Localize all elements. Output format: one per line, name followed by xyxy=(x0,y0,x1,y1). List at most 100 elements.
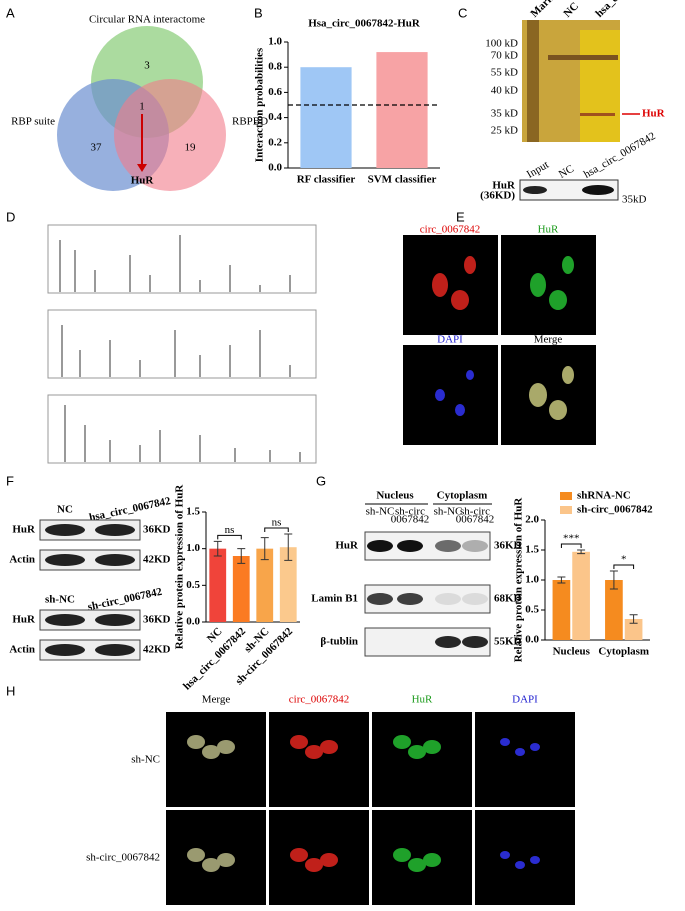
row-label: Actin xyxy=(9,554,35,566)
gel: Marker NC hsa_circ_0067842 100 kD 70 kD … xyxy=(480,0,666,206)
blot-band xyxy=(435,593,461,605)
blot-band xyxy=(462,636,488,648)
cell xyxy=(423,853,441,867)
cell xyxy=(320,853,338,867)
bar xyxy=(624,619,643,640)
bar xyxy=(209,548,227,622)
image xyxy=(501,235,596,335)
blot-band xyxy=(45,614,85,626)
cell xyxy=(202,858,220,872)
y-tick-label: 0.2 xyxy=(268,136,282,148)
cell xyxy=(187,848,205,862)
bar xyxy=(232,556,250,622)
blot-band xyxy=(523,186,547,194)
blot-band xyxy=(367,540,393,552)
venn-count: 37 xyxy=(91,142,103,154)
blot-g: Nucleus Cytoplasm xyxy=(365,490,492,505)
bar xyxy=(552,580,571,640)
y-tick-label: 0.0 xyxy=(268,162,282,174)
chart-title: Hsa_circ_0067842-HuR xyxy=(308,18,421,30)
blot-band xyxy=(95,524,135,536)
image xyxy=(475,712,575,807)
image xyxy=(403,235,498,335)
if-grid: Merge circ_0067842 HuR DAPI sh-NC sh-circ_006… xyxy=(86,694,575,905)
cell xyxy=(187,735,205,749)
y-tick-label: 0.5 xyxy=(525,604,539,616)
row-label: sh-circ_0067842 xyxy=(86,852,160,864)
venn-label: Circular RNA interactome xyxy=(89,14,205,26)
cell xyxy=(305,858,323,872)
row-label: sh-NC xyxy=(131,754,160,766)
channel-label: DAPI xyxy=(437,334,463,346)
row-label: HuR xyxy=(12,614,36,626)
cell xyxy=(202,745,220,759)
blot-band xyxy=(582,185,614,195)
spectrum-frame xyxy=(47,224,317,294)
ladder-label: 55 kD xyxy=(491,67,518,79)
cell xyxy=(500,851,510,859)
row-label: (36KD) xyxy=(480,190,515,202)
group-label: Cytoplasm xyxy=(437,490,488,502)
lane-label: sh-NC xyxy=(45,594,75,606)
column-label: circ_0067842 xyxy=(289,694,349,706)
y-tick-label: 1.0 xyxy=(268,36,282,48)
size-label: 42KD xyxy=(143,554,171,566)
target-label: HuR xyxy=(131,175,155,187)
channel-label: Merge xyxy=(534,334,563,346)
lane-label: sh-circ xyxy=(395,506,425,518)
cell xyxy=(290,848,308,862)
y-axis-label: Interaction probabilities xyxy=(254,47,266,162)
y-tick-label: 0.0 xyxy=(525,634,539,646)
blot-band xyxy=(435,540,461,552)
x-tick-label: Cytoplasm xyxy=(598,646,649,658)
bracket xyxy=(613,564,635,569)
lane-label: sh-NC xyxy=(366,506,395,518)
ladder-label: 35 kD xyxy=(491,108,518,120)
error-bar xyxy=(284,533,293,561)
panel-label: D xyxy=(6,209,15,224)
bar xyxy=(376,52,428,168)
cell xyxy=(393,735,411,749)
gel-band xyxy=(580,113,615,116)
bracket xyxy=(217,534,242,540)
y-axis-label: Relative protein expression of HuR xyxy=(513,497,525,663)
blot-band xyxy=(95,554,135,566)
blot-band xyxy=(95,614,135,626)
row-label: HuR xyxy=(335,540,359,552)
column-label: Merge xyxy=(202,694,231,706)
if-panel: circ_0067842 HuR DAPI Merge xyxy=(403,224,596,445)
cell xyxy=(320,740,338,754)
lane-label: hsa_circ_0067842 xyxy=(593,0,660,20)
arrow-head xyxy=(137,164,147,172)
size-label: 36KD xyxy=(143,524,171,536)
row-label: HuR xyxy=(492,180,516,192)
bracket xyxy=(560,543,582,548)
annotation: * xyxy=(621,554,627,566)
annotation: *** xyxy=(563,533,580,545)
spectrum-frame xyxy=(47,394,317,464)
annotation: ns xyxy=(272,517,282,529)
lane-label: NC xyxy=(557,163,576,181)
channel-label: HuR xyxy=(538,224,559,236)
lane-label: Input xyxy=(525,159,551,181)
ladder-label: 70 kD xyxy=(491,50,518,62)
error-bar xyxy=(557,576,566,584)
row-label: HuR xyxy=(12,524,36,536)
y-tick-label: 0.6 xyxy=(268,86,282,98)
venn: Circular RNA interactome RBP suite RBPBD… xyxy=(11,14,268,191)
image xyxy=(166,712,266,807)
y-tick-label: 1.0 xyxy=(525,574,539,586)
panel-label: F xyxy=(6,473,14,488)
channel-label: circ_0067842 xyxy=(420,224,480,236)
spectrum-peaks xyxy=(59,235,301,462)
bracket xyxy=(264,527,289,532)
cell xyxy=(217,740,235,754)
cell xyxy=(305,745,323,759)
blot-band xyxy=(367,593,393,605)
size-label: 36KD xyxy=(143,614,171,626)
panel-label: G xyxy=(316,473,326,488)
size-label: 68KD xyxy=(494,593,522,605)
lane-label: sh-circ xyxy=(460,506,490,518)
venn-count: 19 xyxy=(185,142,197,154)
